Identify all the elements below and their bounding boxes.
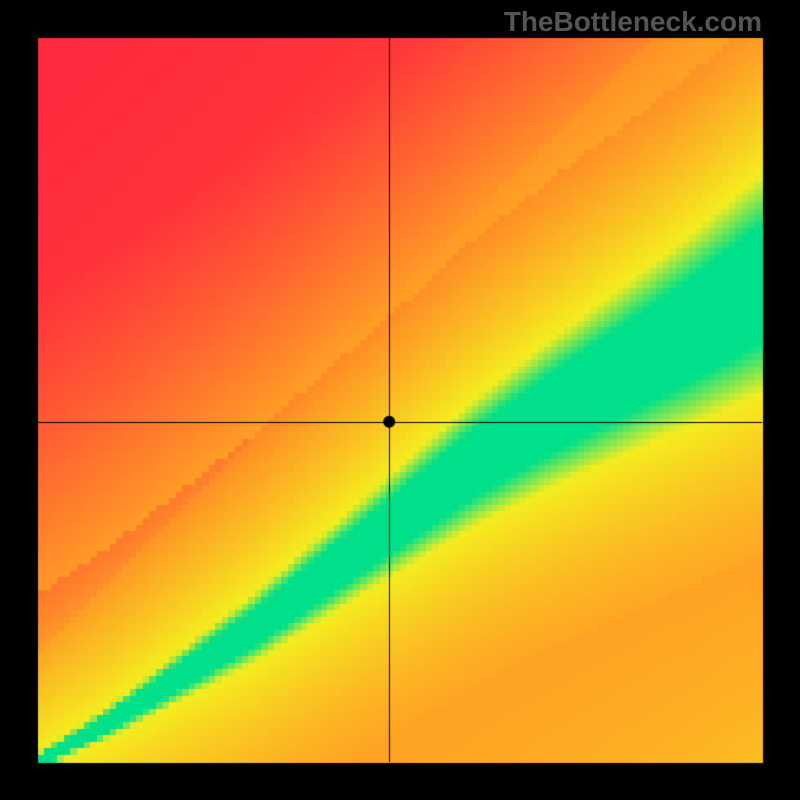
watermark-text: TheBottleneck.com [504,6,762,38]
chart-container: { "canvas": { "width": 800, "height": 80… [0,0,800,800]
heatmap-canvas [0,0,800,800]
